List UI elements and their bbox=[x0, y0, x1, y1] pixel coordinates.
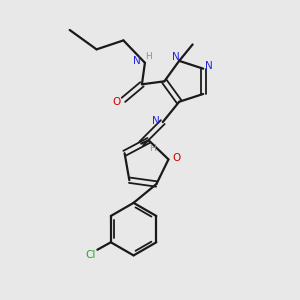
Text: N: N bbox=[172, 52, 179, 62]
Text: H: H bbox=[145, 52, 152, 61]
Text: N: N bbox=[133, 56, 141, 66]
Text: O: O bbox=[173, 153, 181, 163]
Text: Cl: Cl bbox=[85, 250, 96, 260]
Text: H: H bbox=[149, 144, 156, 153]
Text: N: N bbox=[205, 61, 212, 71]
Text: N: N bbox=[152, 116, 160, 126]
Text: O: O bbox=[113, 97, 121, 107]
